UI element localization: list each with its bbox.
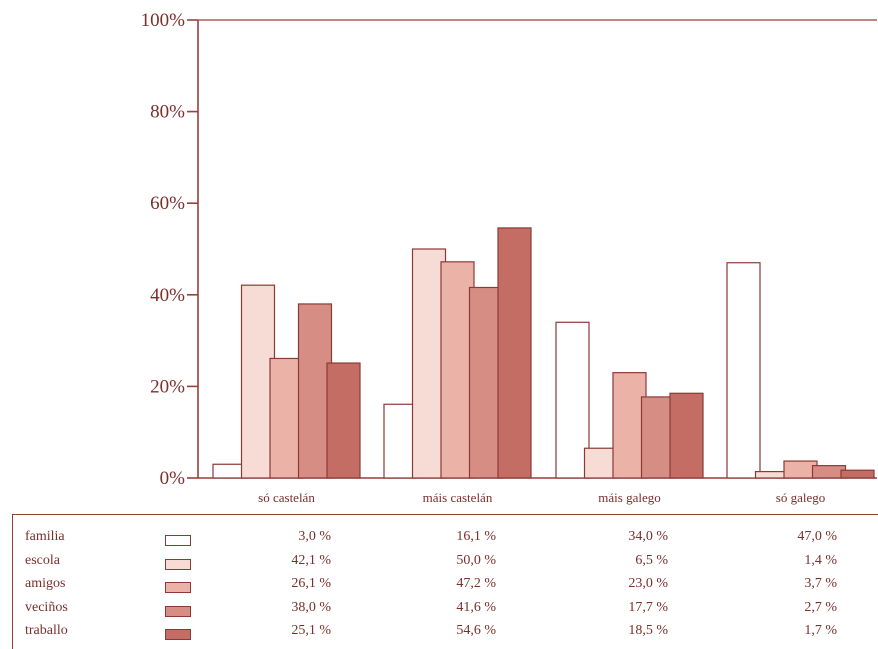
legend-swatch [165, 558, 191, 570]
legend-row-escola: escola 42,1 % 50,0 % 6,5 % 1,4 % [13, 553, 878, 575]
legend-data-table: familia 3,0 % 16,1 % 34,0 % 47,0 % escola 42,1… [12, 514, 878, 649]
data-label: 3,0 % [298, 529, 331, 544]
data-label: 23,0 % [628, 576, 668, 591]
data-label: 26,1 % [291, 576, 331, 591]
bar-traballo-3 [669, 392, 704, 479]
bar-escola-1 [240, 284, 276, 479]
y-tick-label: 40% [150, 285, 185, 306]
y-tick-label: 20% [150, 376, 185, 397]
data-label: 47,0 % [797, 529, 837, 544]
legend-row-traballo: traballo 25,1 % 54,6 % 18,5 % 1,7 % [13, 623, 878, 645]
data-label: 41,6 % [456, 599, 496, 615]
bar-traballo-1 [326, 362, 361, 479]
legend-swatch [165, 605, 191, 617]
data-label: 34,0 % [628, 529, 668, 544]
bar-veciños-1 [297, 303, 333, 479]
bar-familia-3 [555, 321, 590, 479]
data-label: 42,1 % [291, 552, 331, 568]
legend-series-name: escola [25, 552, 60, 568]
data-label: 3,7 % [804, 576, 837, 591]
data-label: 54,6 % [456, 623, 496, 638]
bar-amigos-3 [612, 372, 647, 479]
legend-series-name: traballo [25, 623, 68, 638]
category-label: só galego [776, 490, 825, 505]
legend-row-familia: familia 3,0 % 16,1 % 34,0 % 47,0 % [13, 529, 878, 551]
data-label: 2,7 % [804, 599, 837, 615]
y-tick-label: 100% [141, 10, 186, 31]
data-label: 50,0 % [456, 552, 496, 568]
bar-amigos-2 [440, 261, 475, 479]
category-label: máis castelán [423, 490, 493, 505]
data-label: 38,0 % [291, 599, 331, 615]
legend-series-name: veciños [25, 599, 68, 615]
bar-traballo-2 [497, 227, 532, 479]
data-label: 25,1 % [291, 623, 331, 638]
bar-traballo-4 [840, 469, 875, 479]
y-tick-label: 80% [150, 102, 185, 123]
bar-veciños-3 [640, 396, 676, 479]
bar-veciños-2 [468, 286, 504, 479]
y-tick-label: 0% [160, 468, 186, 489]
category-label: máis galego [598, 490, 660, 505]
data-label: 18,5 % [628, 623, 668, 638]
legend-swatch [165, 535, 191, 546]
bar-chart: 0% 20% 40% 60% 80% 100% só castelán máis castel… [141, 10, 877, 505]
legend-swatch [165, 629, 191, 640]
bar-escola-3 [583, 447, 619, 479]
bar-amigos-1 [269, 357, 304, 479]
bar-familia-2 [383, 403, 418, 479]
bar-escola-2 [411, 248, 447, 479]
legend-series-name: familia [25, 529, 65, 544]
category-label: só castelán [258, 490, 315, 505]
legend-row-veciños: veciños 38,0 % 41,6 % 17,7 % 2,7 % [13, 600, 878, 622]
legend-swatch [165, 582, 191, 593]
data-label: 47,2 % [456, 576, 496, 591]
data-label: 1,7 % [804, 623, 837, 638]
legend-row-amigos: amigos 26,1 % 47,2 % 23,0 % 3,7 % [13, 576, 878, 598]
data-label: 6,5 % [635, 552, 668, 568]
data-label: 16,1 % [456, 529, 496, 544]
y-tick-label: 60% [150, 193, 185, 214]
data-label: 1,4 % [804, 552, 837, 568]
legend-series-name: amigos [25, 576, 66, 591]
bar-familia-4 [726, 262, 761, 479]
data-label: 17,7 % [628, 599, 668, 615]
